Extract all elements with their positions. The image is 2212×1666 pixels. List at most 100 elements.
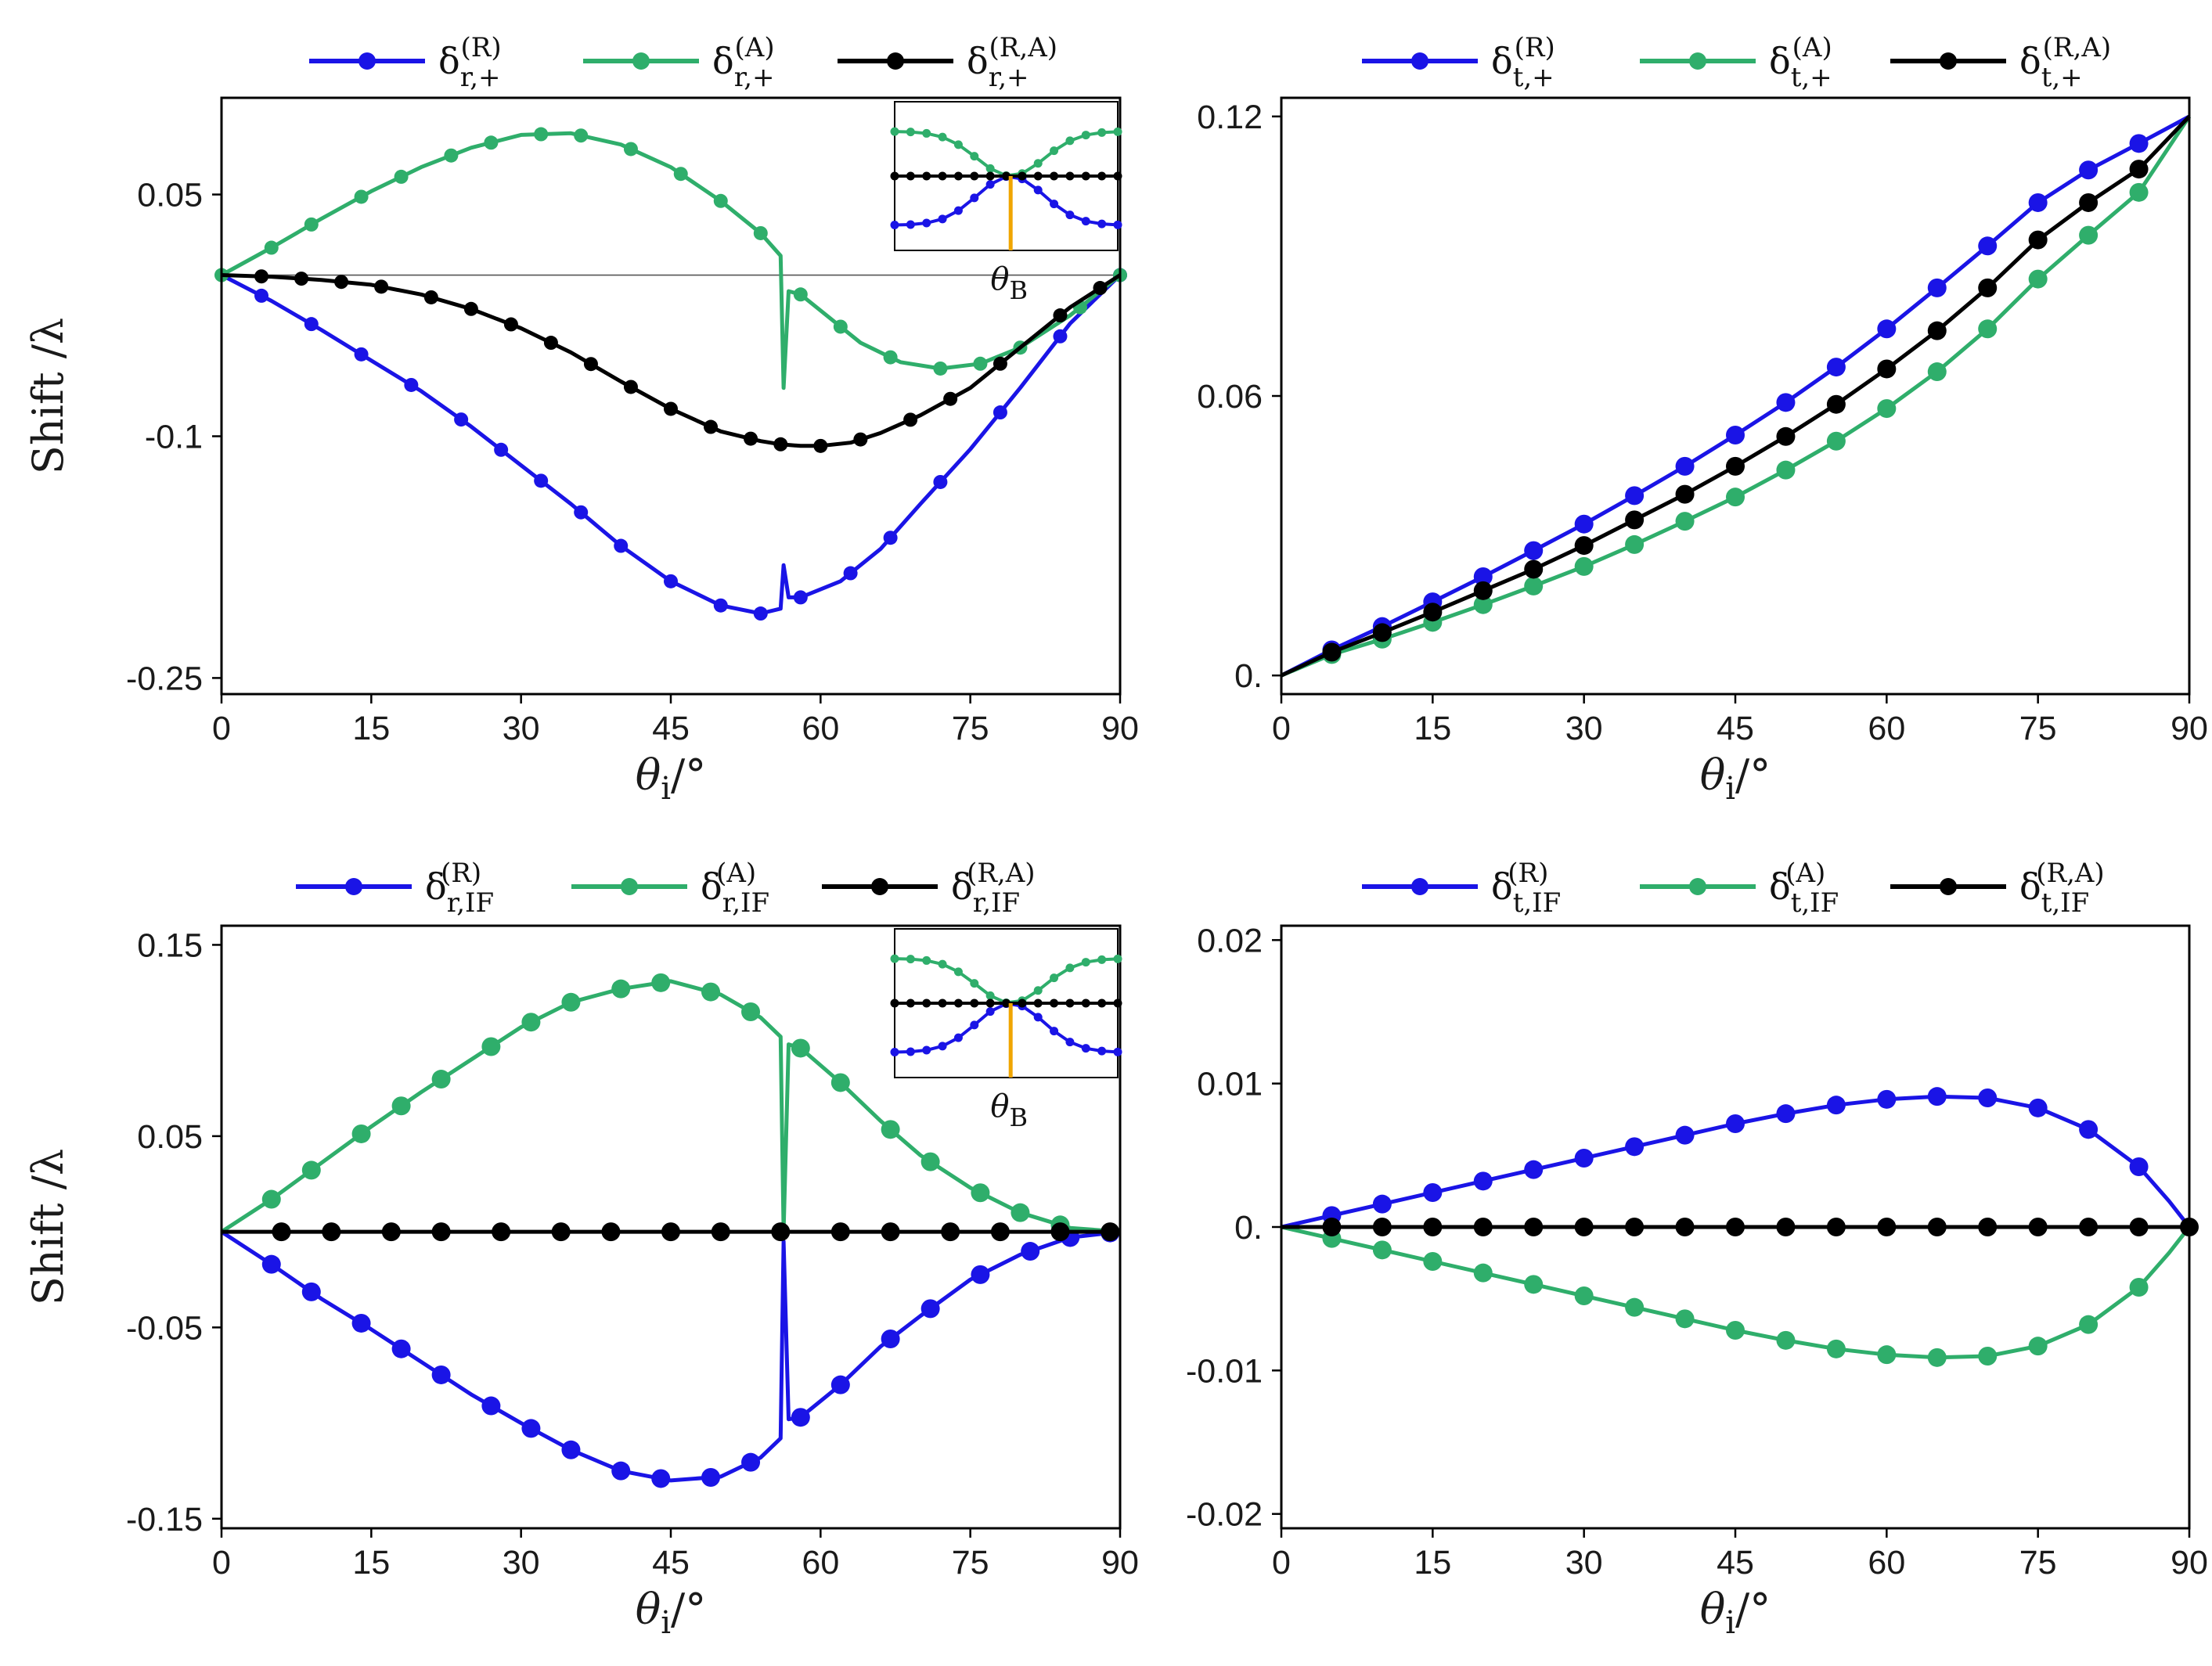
data-point: [1726, 1218, 1745, 1236]
legend-label-ra: δr,+(R,A): [967, 32, 1057, 93]
data-point: [1574, 536, 1594, 556]
data-point: [1322, 642, 1342, 662]
series-ra: [222, 1222, 1120, 1242]
y-tick-label: 0.05: [137, 1118, 203, 1156]
legend-label-a-sup: (A): [1792, 32, 1832, 63]
x-axis-title-base: θ: [636, 750, 661, 800]
series-a: [1281, 115, 2192, 678]
data-point: [1053, 308, 1068, 323]
inset-point: [938, 959, 947, 969]
inset-point: [970, 979, 979, 988]
data-point: [1776, 460, 1796, 480]
data-point: [833, 319, 848, 334]
data-point: [1473, 595, 1493, 614]
legend-marker-r: [345, 878, 362, 895]
series-a: [214, 127, 1127, 390]
x-axis-title: θi/°: [636, 1585, 707, 1641]
data-point: [534, 127, 549, 142]
legend-label-r: δr,IF(R): [425, 858, 494, 919]
y-axis-title: Shift /λ: [23, 1149, 73, 1305]
data-point: [2079, 1315, 2099, 1334]
data-point: [1423, 1183, 1443, 1202]
data-point: [322, 1222, 341, 1242]
data-point: [830, 1375, 850, 1394]
inset-point: [906, 171, 915, 181]
inset-point: [922, 218, 931, 228]
inset-point: [970, 171, 979, 181]
data-point: [1675, 456, 1695, 476]
inset-point: [922, 171, 931, 181]
data-point: [1877, 319, 1897, 339]
data-point: [1625, 1218, 1645, 1236]
inset-point: [890, 999, 899, 1008]
legend-marker-ra: [871, 878, 888, 895]
x-axis-title-tail: /°: [1735, 750, 1771, 800]
data-point: [661, 1222, 680, 1242]
data-point: [853, 432, 868, 447]
data-point: [1776, 1218, 1796, 1236]
inset-point: [1081, 171, 1090, 181]
data-point: [1877, 1218, 1897, 1236]
data-point: [481, 1037, 501, 1056]
data-point: [1776, 1330, 1796, 1350]
legend-marker-a: [632, 52, 650, 70]
data-point: [2129, 1218, 2149, 1236]
y-tick-label: 0.05: [137, 177, 203, 214]
data-point: [830, 1222, 850, 1242]
inset-point: [1050, 1027, 1059, 1036]
data-point: [1927, 1348, 1947, 1367]
data-point: [484, 135, 499, 150]
panel-r_if: 0 15 30 45 60 75 900.150.05-0.05-0.15θi/°Shift…: [23, 858, 1139, 1641]
x-tick-label: 45: [652, 1544, 690, 1581]
data-point: [1675, 1218, 1695, 1236]
legend-label-ra-sub: t,+: [2041, 62, 2083, 93]
inset-point: [970, 193, 979, 203]
data-point: [664, 401, 678, 416]
data-point: [1826, 1096, 1846, 1115]
legend-label-a-sub: t,IF: [1791, 887, 1839, 919]
data-point: [883, 350, 898, 365]
data-point: [1675, 484, 1695, 504]
x-tick-label: 75: [2019, 710, 2057, 747]
inset-point: [1081, 999, 1090, 1008]
inset-point: [1065, 171, 1075, 181]
data-point: [1726, 1114, 1745, 1133]
legend: δt,IF(R) δt,IF(A) δt,IF(R,A): [1362, 858, 2105, 919]
data-point: [561, 1440, 581, 1459]
data-point: [1826, 394, 1846, 414]
data-point: [1978, 1347, 1998, 1366]
inset-point: [1065, 1038, 1075, 1047]
inset-point: [938, 1042, 947, 1051]
inset-point: [985, 164, 995, 173]
series-a: [220, 973, 1121, 1235]
data-point: [431, 1070, 451, 1089]
data-point: [2028, 269, 2048, 289]
inset-point: [890, 221, 899, 230]
inset-point: [1113, 1047, 1122, 1056]
data-point: [1978, 236, 1998, 256]
legend-label-a-base: δ: [1769, 40, 1791, 82]
data-point: [1473, 1218, 1493, 1236]
data-point: [1675, 512, 1695, 531]
data-point: [1927, 1087, 1947, 1106]
data-point: [1524, 1218, 1544, 1236]
legend: δr,+(R) δr,+(A) δr,+(R,A): [309, 32, 1057, 93]
data-point: [713, 193, 728, 208]
data-point: [1021, 1242, 1040, 1261]
data-point: [1826, 358, 1846, 377]
x-tick-label: 45: [1717, 1544, 1754, 1581]
data-point: [534, 473, 549, 488]
data-point: [2028, 1218, 2048, 1236]
data-point: [883, 531, 898, 545]
data-point: [1625, 1137, 1645, 1157]
data-point: [2028, 1098, 2048, 1117]
legend-label-a-sub: t,+: [1791, 62, 1832, 93]
inset-point: [970, 999, 979, 1008]
y-tick-label: -0.25: [126, 660, 203, 697]
data-point: [1978, 278, 1998, 297]
data-point: [1978, 1088, 1998, 1107]
data-point: [2129, 1278, 2149, 1297]
data-point: [881, 1222, 900, 1242]
legend-label-r-sub: t,IF: [1513, 887, 1562, 919]
data-point: [601, 1222, 621, 1242]
